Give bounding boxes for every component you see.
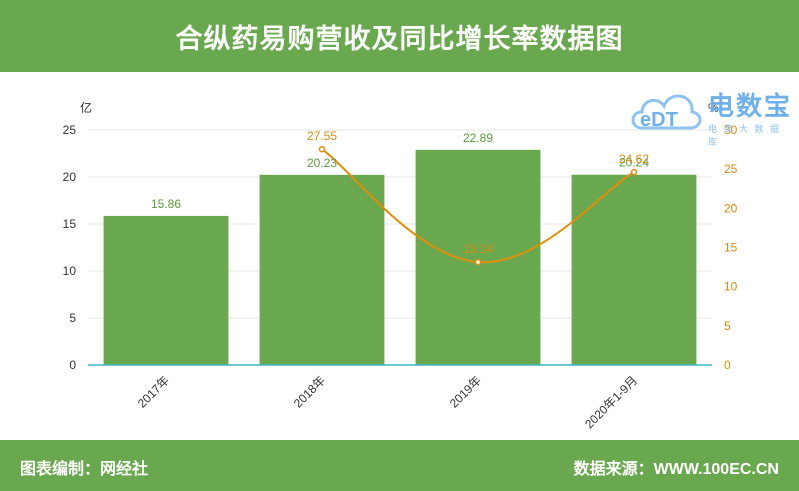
bar-value-label: 20.24 [619,156,649,170]
growth-value-label: 13.14 [463,242,493,256]
y-left-unit: 亿 [80,100,92,115]
bar-value-label: 15.86 [151,197,181,211]
data-labels: 15.86 20.23 22.89 20.24 27.55 13.14 24.62 [151,129,649,256]
y-right-tick-label: 15 [724,241,738,255]
bar-value-label: 22.89 [463,131,493,145]
y-right-unit: % [708,101,719,115]
y-right-tick-label: 0 [724,358,731,372]
cloud-logo-icon: eDT [631,94,702,131]
y-right-tick-label: 20 [724,201,738,215]
bar-value-label: 20.23 [307,156,337,170]
bar [103,215,229,365]
y-right-tick-label: 25 [724,162,738,176]
growth-value-label: 24.62 [619,152,649,166]
growth-point [318,145,326,153]
y-left-tick-label: 20 [63,170,77,184]
logo-subtitle: 电 商 大 数 据 库 [708,124,782,147]
growth-point [474,258,482,266]
revenue-bars [103,149,697,365]
y-right-tick-label: 10 [724,280,738,294]
growth-line [318,145,638,266]
y-left-tick-label: 25 [63,123,77,137]
y-left-tick-label: 5 [69,311,76,325]
x-tick-label: 2017年 [135,373,172,410]
logo: eDT 电数宝 电 商 大 数 据 库 [628,78,796,147]
y-right-tick-label: 30 [724,123,738,137]
bar [415,149,541,365]
footer-source: 数据来源：WWW.100EC.CN [573,461,779,478]
x-tick-label: 2018年 [291,373,328,410]
y-left-tick-label: 10 [63,264,77,278]
y-right-tick-label: 5 [724,319,731,333]
y-left-tick-label: 0 [69,358,76,372]
revenue-growth-chart: 15.86 20.23 22.89 20.24 27.55 13.14 24.62 0 5 10… [63,100,738,431]
logo-text: 电数宝 [708,91,793,121]
growth-value-label: 27.55 [307,129,337,143]
x-tick-label: 2019年 [447,373,484,410]
title-bar: 合纵药易购营收及同比增长率数据图 [0,0,799,72]
footer-bar: 图表编制：网经社 数据来源：WWW.100EC.CN [0,440,799,491]
footer-credit: 图表编制：网经社 [20,461,149,478]
growth-point [630,168,638,176]
bar [259,174,385,365]
logo-latin: eDT [640,109,678,131]
y-left-tick-label: 15 [63,217,77,231]
chart-title: 合纵药易购营收及同比增长率数据图 [175,23,624,54]
x-tick-label: 2020年1-9月 [582,373,640,431]
bar [571,174,697,365]
